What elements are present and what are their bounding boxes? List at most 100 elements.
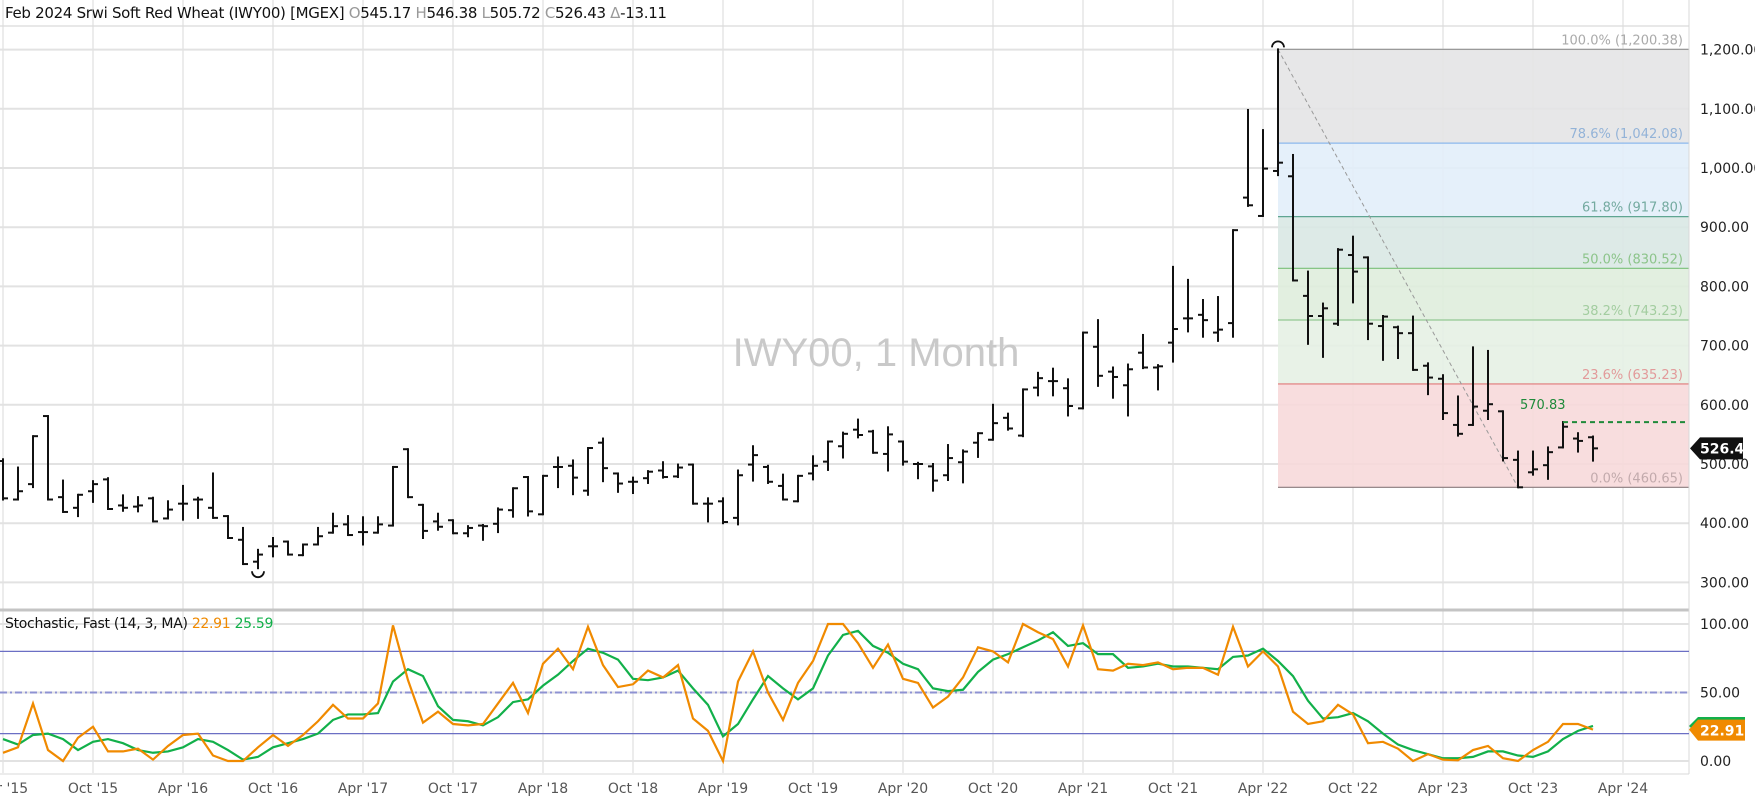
price-bar[interactable] xyxy=(403,448,413,499)
price-bar[interactable] xyxy=(988,403,998,441)
price-bar[interactable] xyxy=(268,537,278,558)
price-bar[interactable] xyxy=(1408,315,1418,371)
price-bar[interactable] xyxy=(553,456,563,489)
price-bar[interactable] xyxy=(1228,229,1238,338)
price-bar[interactable] xyxy=(388,465,398,527)
price-bar[interactable] xyxy=(823,440,833,471)
price-bar[interactable] xyxy=(358,516,368,546)
price-bar[interactable] xyxy=(1198,299,1208,338)
price-bar[interactable] xyxy=(1573,432,1583,453)
stochastic-legend[interactable]: Stochastic, Fast (14, 3, MA) 22.91 25.59 xyxy=(5,616,273,632)
price-bar[interactable] xyxy=(73,493,83,518)
price-bar[interactable] xyxy=(133,496,143,513)
price-bar[interactable] xyxy=(1513,450,1523,489)
price-bar[interactable] xyxy=(478,523,488,541)
price-bar[interactable] xyxy=(1213,296,1223,342)
price-bar[interactable] xyxy=(868,429,878,454)
price-bar[interactable] xyxy=(193,496,203,519)
price-bar[interactable] xyxy=(1468,346,1478,426)
price-bar[interactable] xyxy=(718,497,728,525)
price-bar[interactable] xyxy=(1123,363,1133,417)
price-bar[interactable] xyxy=(793,474,803,503)
price-bar[interactable] xyxy=(613,472,623,493)
price-bar[interactable] xyxy=(898,440,908,466)
price-bar[interactable] xyxy=(1303,270,1313,345)
price-bar[interactable] xyxy=(238,526,248,566)
price-bar[interactable] xyxy=(583,447,593,496)
price-bar[interactable] xyxy=(1288,153,1298,282)
price-bar[interactable] xyxy=(1093,319,1103,387)
price-bar[interactable] xyxy=(538,474,548,516)
price-bar[interactable] xyxy=(928,463,938,492)
price-bar[interactable] xyxy=(1273,48,1283,177)
price-bar[interactable] xyxy=(1243,108,1253,207)
price-bar[interactable] xyxy=(178,484,188,521)
price-bar[interactable] xyxy=(733,469,743,526)
price-bar[interactable] xyxy=(1003,412,1013,431)
price-bar[interactable] xyxy=(628,476,638,495)
price-bar[interactable] xyxy=(1318,302,1328,358)
price-bar[interactable] xyxy=(463,525,473,538)
price-bar[interactable] xyxy=(1498,410,1508,462)
price-bar[interactable] xyxy=(418,503,428,539)
price-bar[interactable] xyxy=(1423,362,1433,396)
price-bar[interactable] xyxy=(223,515,233,539)
price-bar[interactable] xyxy=(103,477,113,510)
price-bar[interactable] xyxy=(1333,248,1343,326)
price-bar[interactable] xyxy=(373,516,383,534)
price-bar[interactable] xyxy=(58,479,68,513)
price-bar[interactable] xyxy=(118,494,128,512)
price-bar[interactable] xyxy=(88,480,98,503)
price-bar[interactable] xyxy=(688,463,698,505)
price-bar[interactable] xyxy=(328,512,338,534)
price-bar[interactable] xyxy=(1138,333,1148,370)
price-bar[interactable] xyxy=(913,461,923,480)
price-bar[interactable] xyxy=(1183,278,1193,333)
price-bar[interactable] xyxy=(883,426,893,472)
price-bar[interactable] xyxy=(748,445,758,482)
price-bar[interactable] xyxy=(838,431,848,459)
price-bar[interactable] xyxy=(508,487,518,518)
price-bar[interactable] xyxy=(283,540,293,556)
price-bar[interactable] xyxy=(28,435,38,489)
price-bar[interactable] xyxy=(1033,371,1043,397)
price-bar[interactable] xyxy=(808,455,818,481)
price-bar[interactable] xyxy=(673,463,683,479)
price-bar[interactable] xyxy=(763,464,773,484)
price-bar[interactable] xyxy=(43,415,53,501)
price-bar[interactable] xyxy=(703,497,713,523)
price-bar[interactable] xyxy=(298,543,308,557)
price-bar[interactable] xyxy=(1078,331,1088,410)
price-bar[interactable] xyxy=(598,437,608,483)
price-bar[interactable] xyxy=(433,512,443,531)
price-bar[interactable] xyxy=(1378,315,1388,361)
price-bar[interactable] xyxy=(1543,446,1553,480)
price-bar[interactable] xyxy=(253,548,263,570)
price-bar[interactable] xyxy=(1108,366,1118,399)
price-bar[interactable] xyxy=(1063,378,1073,417)
price-bar[interactable] xyxy=(973,432,983,458)
price-bar[interactable] xyxy=(1483,349,1493,421)
price-bar[interactable] xyxy=(1048,367,1058,397)
price-bar[interactable] xyxy=(943,444,953,481)
price-bar[interactable] xyxy=(163,500,173,520)
price-bar[interactable] xyxy=(1393,325,1403,360)
price-bar[interactable] xyxy=(1153,364,1163,391)
price-bar[interactable] xyxy=(853,418,863,439)
price-bar[interactable] xyxy=(778,473,788,501)
price-bar[interactable] xyxy=(343,515,353,537)
price-bar[interactable] xyxy=(958,449,968,484)
price-bar[interactable] xyxy=(1258,129,1268,217)
price-bar[interactable] xyxy=(1588,435,1598,462)
price-bar[interactable] xyxy=(643,470,653,484)
price-bar[interactable] xyxy=(1528,450,1538,476)
price-bar[interactable] xyxy=(1363,256,1373,341)
price-bar[interactable] xyxy=(1453,395,1463,437)
price-bar[interactable] xyxy=(493,507,503,534)
price-bar[interactable] xyxy=(208,472,218,519)
price-bar[interactable] xyxy=(0,458,8,501)
price-bar[interactable] xyxy=(13,466,23,501)
price-bar[interactable] xyxy=(1168,265,1178,363)
price-bar[interactable] xyxy=(448,519,458,535)
